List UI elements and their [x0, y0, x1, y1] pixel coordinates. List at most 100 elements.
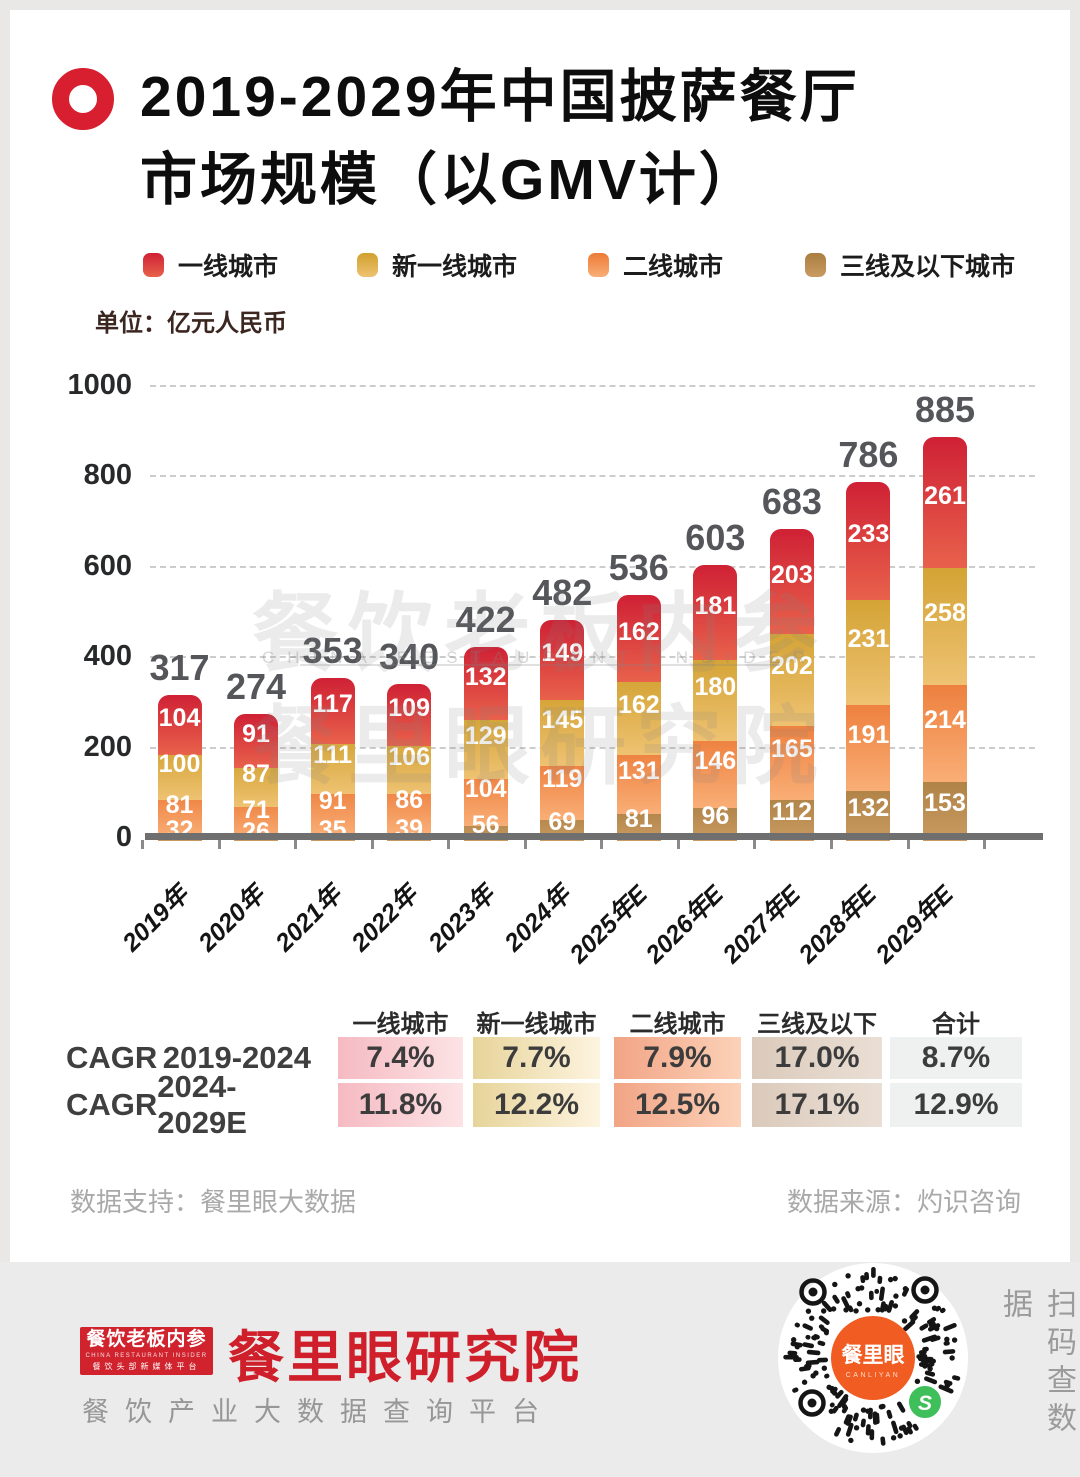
qr-dash — [832, 1294, 840, 1304]
bar-segment — [616, 668, 661, 756]
bar-segment-value: 104 — [158, 703, 201, 732]
qr-dash — [912, 1423, 919, 1431]
bar-segment — [310, 677, 355, 744]
bar-segment-value: 131 — [617, 757, 660, 786]
bar-total-label: 422 — [455, 599, 516, 641]
qr-dash — [841, 1396, 849, 1405]
qr-dash — [829, 1402, 835, 1408]
publisher-logo-tagline: 餐饮头部新媒体平台 — [92, 1361, 201, 1371]
bar-segment-value: 91 — [242, 719, 270, 748]
table-header-cell: 二线城市 — [629, 1011, 726, 1038]
y-tick-label: 800 — [83, 459, 132, 491]
bar-total-label: 274 — [226, 665, 287, 707]
qr-dash — [824, 1373, 830, 1379]
bar-segment-value: 191 — [847, 720, 890, 749]
bar-segment — [846, 587, 891, 705]
qr-dot — [805, 1308, 812, 1314]
qr-dot — [880, 1403, 886, 1410]
bar-segment-value: 162 — [617, 617, 660, 646]
bar-segment — [157, 694, 202, 755]
bar-total-label: 317 — [149, 646, 210, 688]
page-title-line2: 市场规模（以GMV计） — [140, 147, 759, 212]
qr-dash — [906, 1426, 913, 1435]
bar-segment-value: 81 — [165, 790, 194, 819]
qr-dash — [792, 1387, 799, 1393]
bar-segment-value: 180 — [694, 673, 737, 702]
bar-segment-value: 109 — [388, 694, 430, 723]
qr-dash — [874, 1288, 880, 1294]
table-cell: 12.2% — [473, 1083, 600, 1127]
bar-segment — [540, 619, 585, 701]
bar-total-label: 340 — [379, 636, 440, 678]
wechat-scan-icon — [906, 1383, 944, 1421]
page-title-line1: 2019-2029年中国披萨餐厅 — [140, 65, 860, 129]
table-header-cell: 新一线城市 — [476, 1011, 597, 1038]
qr-dash — [864, 1272, 870, 1281]
qr-dash — [831, 1405, 839, 1414]
qr-dash — [835, 1389, 844, 1399]
grid-line — [150, 746, 1035, 749]
page-title: 2019-2029年中国披萨餐厅 市场规模（以GMV计） — [140, 56, 860, 221]
table-cell: 7.4% — [338, 1037, 463, 1079]
bar-segment-value: 153 — [924, 788, 966, 817]
bar-segment-value: 132 — [464, 662, 507, 691]
qr-dot — [922, 1363, 928, 1369]
bar-segment — [463, 647, 508, 721]
qr-dot — [887, 1276, 894, 1283]
qr-dot — [927, 1365, 933, 1372]
bar-segment — [693, 647, 738, 742]
qr-dash — [869, 1429, 875, 1441]
bar-segment-value: 258 — [924, 599, 966, 628]
grid-line — [150, 656, 1035, 658]
legend-label: 三线及以下城市 — [840, 253, 1016, 281]
bar-segment — [540, 687, 585, 766]
scan-hint-label: 扫码查数据 — [998, 1288, 1075, 1440]
brand-title: 餐里眼研究院 — [228, 1328, 582, 1390]
table-row-label-range: 2019-2024 — [162, 1040, 311, 1075]
qr-dot — [856, 1301, 863, 1307]
qr-dash — [793, 1357, 802, 1362]
qr-dash — [805, 1359, 820, 1366]
qr-dash — [891, 1420, 899, 1435]
x-axis-tick — [141, 840, 144, 849]
qr-dash — [818, 1315, 830, 1326]
qr-dot — [944, 1336, 950, 1342]
qr-dot — [865, 1307, 871, 1313]
qr-center-text: 餐里眼 — [842, 1343, 905, 1367]
qr-dash — [877, 1275, 883, 1285]
grid-line — [150, 565, 1035, 568]
publisher-logo: 餐饮老板内参 CHINA RESTAURANT INSIDER 餐饮头部新媒体平… — [80, 1327, 213, 1375]
bar-total-label: 482 — [532, 571, 593, 613]
qr-eye-icon — [911, 1276, 939, 1304]
qr-dot — [860, 1407, 867, 1413]
qr-dash — [871, 1266, 876, 1278]
qr-dash — [860, 1418, 866, 1428]
bar-segment-value: 104 — [464, 774, 507, 803]
table-row-label-range: 2024-2029E — [157, 1069, 247, 1140]
qr-eye-icon — [799, 1278, 827, 1306]
qr-dash — [805, 1334, 811, 1340]
data-source-note: 数据来源：灼识咨询 — [786, 1187, 1021, 1217]
bar-segment-value: 132 — [847, 793, 890, 822]
bar-segment-value: 69 — [548, 807, 577, 836]
y-tick-label: 0 — [115, 821, 132, 853]
qr-dash — [921, 1334, 938, 1343]
qr-dash — [901, 1424, 909, 1436]
bar-segment-value: 129 — [464, 721, 507, 750]
qr-dash — [798, 1365, 811, 1372]
qr-dot — [830, 1306, 837, 1312]
bar-segment-value: 106 — [388, 742, 430, 771]
table-row-label-prefix: CAGR — [66, 1087, 158, 1122]
bar-segment-value: 87 — [242, 759, 270, 788]
qr-dash — [806, 1349, 821, 1356]
data-support-note: 数据支持：餐里眼大数据 — [70, 1187, 357, 1217]
qr-dash — [818, 1324, 825, 1330]
qr-dash — [794, 1322, 800, 1328]
qr-dot — [858, 1285, 865, 1291]
x-axis-tick — [447, 840, 451, 849]
x-axis-tick — [217, 840, 221, 849]
qr-dash — [845, 1422, 854, 1437]
qr-dash — [830, 1386, 838, 1394]
qr-dot — [890, 1435, 897, 1441]
